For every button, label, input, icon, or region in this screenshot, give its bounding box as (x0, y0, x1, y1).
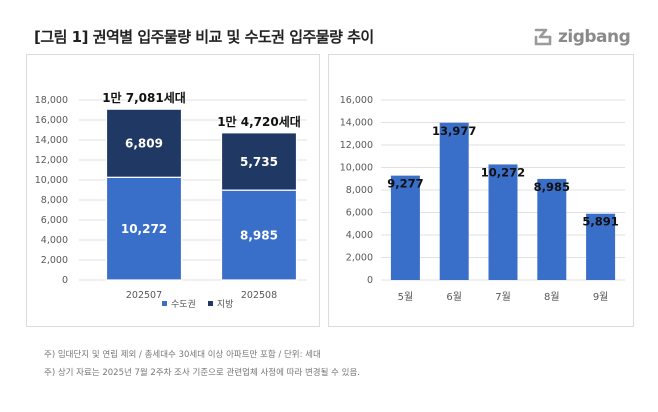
monthly-bar-chart: 0 2,000 4,000 6,000 8,000 10,000 12,000 14,000 1… (340, 95, 625, 303)
legend-swatch-capital (162, 301, 167, 306)
total-label: 1만 7,081세대 (102, 90, 186, 105)
data-label: 8,985 (240, 229, 278, 243)
monthly-bar-chart-panel: 0 2,000 4,000 6,000 8,000 10,000 12,000 14,000 1… (328, 54, 634, 327)
x-tick-label: 7월 (495, 291, 511, 303)
x-tick-label: 6월 (446, 291, 462, 303)
y-tick-label: 4,000 (346, 230, 373, 241)
y-tick-label: 2,000 (346, 253, 373, 264)
y-tick-label: 14,000 (340, 118, 373, 129)
footnote-1: 주) 임대단지 및 연립 제외 / 총세대수 30세대 이상 아파트만 포함 /… (44, 350, 321, 360)
data-label: 8,985 (534, 180, 570, 194)
data-label: 10,272 (121, 222, 167, 236)
footnote-2: 주) 상기 자료는 2025년 7월 2주차 조사 기준으로 관련업체 사정에 … (44, 368, 361, 378)
x-tick-label: 202508 (241, 290, 277, 301)
bar (439, 122, 469, 280)
y-tick-label: 8,000 (346, 185, 373, 196)
x-tick-label: 9월 (593, 291, 609, 303)
chart-legend: 수도권 지방 (162, 297, 245, 310)
y-tick-label: 14,000 (35, 135, 68, 146)
bar (537, 178, 567, 280)
y-tick-label: 0 (367, 275, 373, 286)
legend-label-local: 지방 (216, 300, 234, 310)
y-tick-label: 8,000 (41, 195, 68, 206)
data-label: 5,891 (582, 215, 618, 229)
x-tick-label: 8월 (544, 291, 560, 303)
total-label: 1만 4,720세대 (217, 114, 301, 129)
bar-segment (220, 189, 298, 281)
logo: zigbang (532, 27, 631, 47)
y-tick-label: 18,000 (35, 95, 68, 106)
legend-item-capital: 수도권 (162, 297, 196, 310)
data-label: 5,735 (240, 155, 278, 169)
bar (390, 175, 420, 280)
page-title: [그림 1] 권역별 입주물량 비교 및 수도권 입주물량 추이 (34, 28, 374, 46)
y-tick-label: 16,000 (35, 115, 68, 126)
zigbang-logo-icon (534, 28, 552, 46)
x-tick-label: 5월 (398, 291, 414, 303)
y-tick-label: 10,000 (340, 163, 373, 174)
data-label: 10,272 (481, 165, 525, 179)
y-tick-label: 16,000 (340, 95, 373, 106)
logo-text: zigbang (558, 27, 631, 47)
data-label: 9,277 (387, 177, 423, 191)
y-tick-label: 6,000 (41, 215, 68, 226)
y-tick-label: 10,000 (35, 175, 68, 186)
y-tick-label: 12,000 (340, 140, 373, 151)
x-tick-label: 202507 (126, 290, 162, 301)
y-tick-label: 0 (62, 275, 68, 286)
stacked-bar-chart: 0 2,000 4,000 6,000 8,000 10,000 12,000 14,000 1… (35, 90, 307, 301)
y-tick-label: 6,000 (346, 208, 373, 219)
bar-segment (220, 132, 298, 191)
data-label: 6,809 (125, 137, 163, 151)
stacked-bar-chart-panel: 0 2,000 4,000 6,000 8,000 10,000 12,000 14,000 1… (26, 54, 320, 327)
legend-label-capital: 수도권 (171, 300, 196, 310)
data-label: 13,977 (432, 124, 476, 138)
legend-swatch-local (207, 301, 213, 306)
y-tick-label: 12,000 (35, 155, 68, 166)
bar-segment (105, 108, 183, 178)
bar (586, 213, 616, 280)
y-tick-label: 2,000 (41, 255, 68, 266)
bar (488, 164, 518, 280)
legend-item-local: 지방 (207, 297, 234, 310)
y-tick-label: 4,000 (41, 235, 68, 246)
